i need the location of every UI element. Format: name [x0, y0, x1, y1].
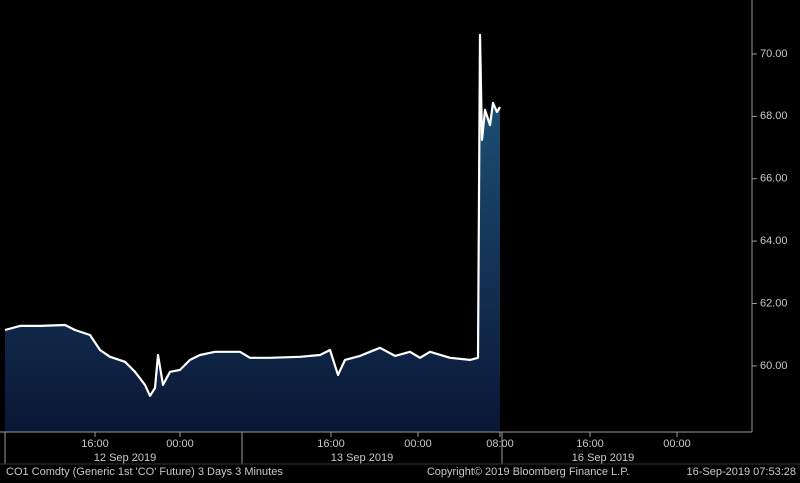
- y-tick-label: 70.00: [760, 48, 788, 60]
- footer-center: Copyright© 2019 Bloomberg Finance L.P.: [427, 466, 629, 478]
- x-tick-label: 16:00: [81, 438, 109, 450]
- date-label: 16 Sep 2019: [572, 452, 634, 464]
- x-tick-label: 16:00: [317, 438, 345, 450]
- y-tick-label: 62.00: [760, 297, 788, 309]
- x-tick-label: 00:00: [663, 438, 691, 450]
- price-line: [4, 33, 501, 397]
- date-label: 12 Sep 2019: [94, 452, 156, 464]
- y-tick-label: 60.00: [760, 360, 788, 372]
- x-tick-label: 00:00: [166, 438, 194, 450]
- y-tick-label: 68.00: [760, 110, 788, 122]
- footer-left: CO1 Comdty (Generic 1st 'CO' Future) 3 D…: [6, 466, 283, 478]
- date-label: 13 Sep 2019: [331, 452, 393, 464]
- x-tick-label: 00:00: [404, 438, 432, 450]
- y-tick-label: 66.00: [760, 173, 788, 185]
- y-tick-label: 64.00: [760, 235, 788, 247]
- footer-right: 16-Sep-2019 07:53:28: [687, 466, 796, 478]
- x-tick-label: 08:00: [486, 438, 514, 450]
- x-tick-label: 16:00: [576, 438, 604, 450]
- area-fill: [5, 34, 500, 433]
